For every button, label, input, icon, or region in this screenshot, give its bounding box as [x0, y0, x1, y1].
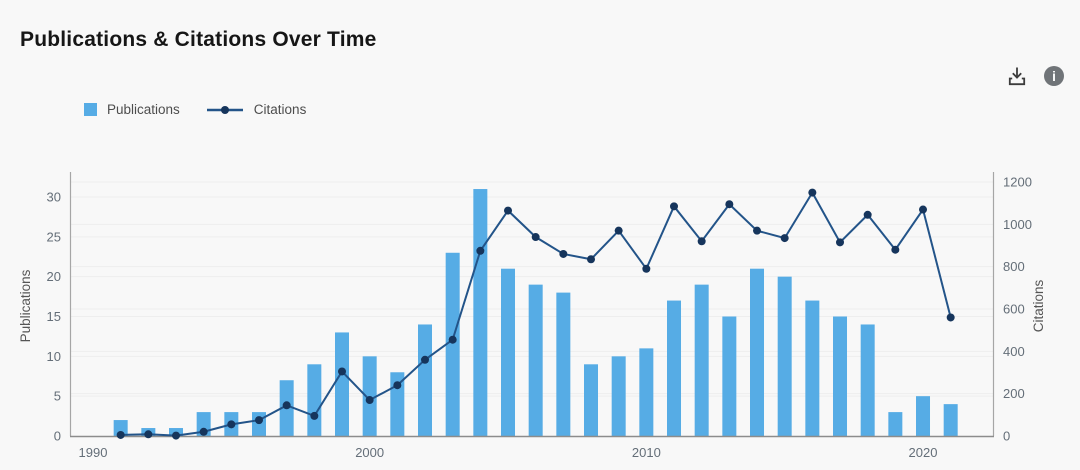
citations-marker-2001[interactable]	[393, 381, 402, 390]
tick-label: 1000	[1003, 217, 1032, 232]
publications-bar-2007[interactable]	[556, 292, 571, 436]
svg-text:i: i	[1052, 69, 1056, 84]
publications-bar-2006[interactable]	[528, 284, 543, 436]
publications-bar-2003[interactable]	[445, 252, 460, 436]
right-axis-title: Citations	[1031, 279, 1046, 332]
tick-label: 2020	[909, 445, 938, 460]
tick-label: 15	[47, 309, 61, 324]
citations-marker-2003[interactable]	[448, 335, 457, 344]
publications-bar-2016[interactable]	[805, 300, 820, 436]
tick-label: 10	[47, 349, 61, 364]
legend-item-publications[interactable]: Publications	[84, 102, 180, 117]
info-icon: i	[1044, 66, 1064, 86]
publications-bar-2014[interactable]	[750, 268, 765, 436]
citations-marker-2015[interactable]	[780, 234, 789, 243]
publications-bar-2018[interactable]	[860, 324, 875, 436]
citations-marker-2006[interactable]	[531, 233, 540, 242]
publications-bar-2019[interactable]	[888, 412, 903, 436]
tick-label: 1200	[1003, 175, 1032, 190]
info-button[interactable]: i	[1042, 64, 1066, 88]
tick-label: 0	[54, 429, 61, 444]
publications-bar-2004[interactable]	[473, 189, 488, 436]
tick-label: 200	[1003, 386, 1025, 401]
publications-bar-2013[interactable]	[722, 316, 737, 437]
citations-marker-2002[interactable]	[421, 355, 430, 364]
citations-swatch	[206, 105, 243, 114]
page-title: Publications & Citations Over Time	[20, 28, 377, 51]
citations-marker-1994[interactable]	[199, 427, 208, 436]
tick-label: 30	[47, 190, 61, 205]
publications-bar-2011[interactable]	[667, 300, 682, 436]
citations-marker-1993[interactable]	[172, 431, 181, 440]
download-button[interactable]	[1005, 64, 1029, 88]
publications-bar-2010[interactable]	[639, 348, 654, 436]
citations-marker-2000[interactable]	[365, 396, 374, 405]
citations-marker-2010[interactable]	[642, 264, 651, 273]
citations-marker-1998[interactable]	[310, 411, 319, 420]
citations-marker-2020[interactable]	[919, 205, 928, 214]
citations-marker-2009[interactable]	[614, 226, 623, 235]
citations-marker-2018[interactable]	[863, 210, 872, 219]
citations-marker-1997[interactable]	[282, 401, 291, 410]
tick-label: 5	[54, 389, 61, 404]
citations-marker-2012[interactable]	[697, 237, 706, 246]
citations-marker-1991[interactable]	[116, 430, 125, 439]
citations-marker-2021[interactable]	[946, 313, 955, 322]
publications-bar-2008[interactable]	[584, 364, 599, 436]
citations-marker-2014[interactable]	[753, 226, 762, 235]
citations-marker-2007[interactable]	[559, 249, 568, 258]
chart-legend: Publications Citations	[84, 102, 306, 117]
citations-marker-2019[interactable]	[891, 245, 900, 254]
chart-toolbar: i	[1005, 64, 1066, 88]
publications-bar-2009[interactable]	[611, 356, 626, 436]
citations-marker-2004[interactable]	[476, 246, 485, 255]
citations-marker-1999[interactable]	[338, 367, 347, 376]
tick-label: 20	[47, 269, 61, 284]
publications-bar-2005[interactable]	[501, 268, 516, 436]
tick-label: 25	[47, 229, 61, 244]
citations-marker-2013[interactable]	[725, 200, 734, 209]
citations-marker-1992[interactable]	[144, 430, 153, 439]
publications-bar-2017[interactable]	[833, 316, 848, 437]
publications-bar-1998[interactable]	[307, 364, 322, 436]
tick-label: 800	[1003, 259, 1025, 274]
publications-bar-1999[interactable]	[335, 332, 350, 436]
publications-bar-2020[interactable]	[916, 396, 931, 436]
citations-marker-2008[interactable]	[587, 255, 596, 264]
citations-marker-1996[interactable]	[255, 416, 264, 425]
legend-label-publications: Publications	[107, 102, 180, 117]
tick-label: 2010	[632, 445, 661, 460]
legend-item-citations[interactable]: Citations	[206, 102, 307, 117]
publications-bar-1991[interactable]	[113, 420, 128, 436]
axis-lines	[69, 172, 995, 438]
citations-line	[116, 188, 955, 440]
tick-label: 2000	[355, 445, 384, 460]
citations-marker-2011[interactable]	[670, 202, 679, 211]
publications-swatch	[84, 103, 97, 116]
download-icon	[1008, 67, 1026, 86]
publications-bar-2012[interactable]	[694, 284, 709, 436]
left-axis-title: Publications	[18, 269, 33, 342]
citations-marker-1995[interactable]	[227, 420, 236, 429]
citations-marker-2005[interactable]	[504, 206, 513, 215]
legend-label-citations: Citations	[253, 102, 307, 117]
citations-marker-2016[interactable]	[808, 188, 817, 197]
citations-marker-2017[interactable]	[836, 238, 845, 247]
tick-label: 0	[1003, 429, 1010, 444]
publications-bar-2021[interactable]	[943, 404, 958, 436]
publications-bar-2015[interactable]	[777, 276, 792, 436]
tick-label: 600	[1003, 302, 1025, 317]
tick-label: 1990	[79, 445, 108, 460]
tick-label: 400	[1003, 344, 1025, 359]
axis-tick-labels: 0 5 10 15 20 25 30 0 200 400 600 800 1000 1200 1990 200…	[47, 175, 1032, 461]
publications-bar-2002[interactable]	[418, 324, 433, 436]
